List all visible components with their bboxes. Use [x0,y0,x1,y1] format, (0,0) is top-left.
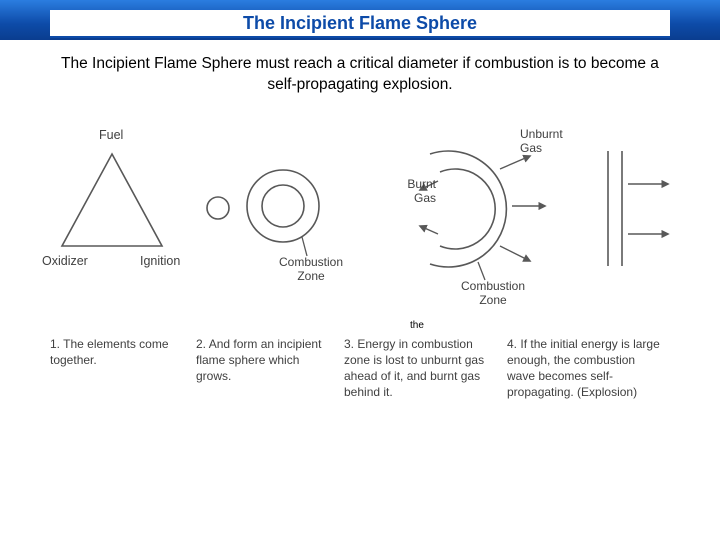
caption-4-text: If the initial energy is large enough, t… [507,337,660,400]
caption-2-num: 2. [196,337,206,351]
caption-3: 3. Energy in combustion zone is lost to … [344,336,489,401]
label-oxidizer: Oxidizer [42,254,88,268]
stray-word-the: the [410,320,424,331]
caption-4-num: 4. [507,337,517,351]
label-combustion-zone-2: Combustion Zone [266,256,356,284]
page-title: The Incipient Flame Sphere [50,10,669,38]
caption-2: 2. And form an incipient flame sphere wh… [196,336,326,401]
caption-4: 4. If the initial energy is large enough… [507,336,662,401]
subtitle-text: The Incipient Flame Sphere must reach a … [60,54,660,96]
panel-3-arcs [420,151,545,280]
panel-2-spheres [207,170,319,256]
caption-1-text: The elements come together. [50,337,169,367]
label-ignition: Ignition [140,254,180,268]
label-unburnt-gas: Unburnt Gas [520,128,580,156]
caption-3-text: Energy in combustion zone is lost to unb… [344,337,484,400]
captions-row: 1. The elements come together. 2. And fo… [0,336,720,401]
title-bar: The Incipient Flame Sphere [0,0,720,40]
label-combustion-zone-3: Combustion Zone [448,280,538,308]
caption-3-num: 3. [344,337,354,351]
diagram-area: Fuel Oxidizer Ignition Combustion Zone B… [0,106,720,336]
panel-4-wave [608,151,668,266]
label-fuel: Fuel [99,128,123,142]
label-burnt-gas: Burnt Gas [392,178,436,206]
caption-1-num: 1. [50,337,60,351]
caption-2-text: And form an incipient flame sphere which… [196,337,321,383]
caption-1: 1. The elements come together. [50,336,178,401]
panel-1-triangle [62,154,162,246]
